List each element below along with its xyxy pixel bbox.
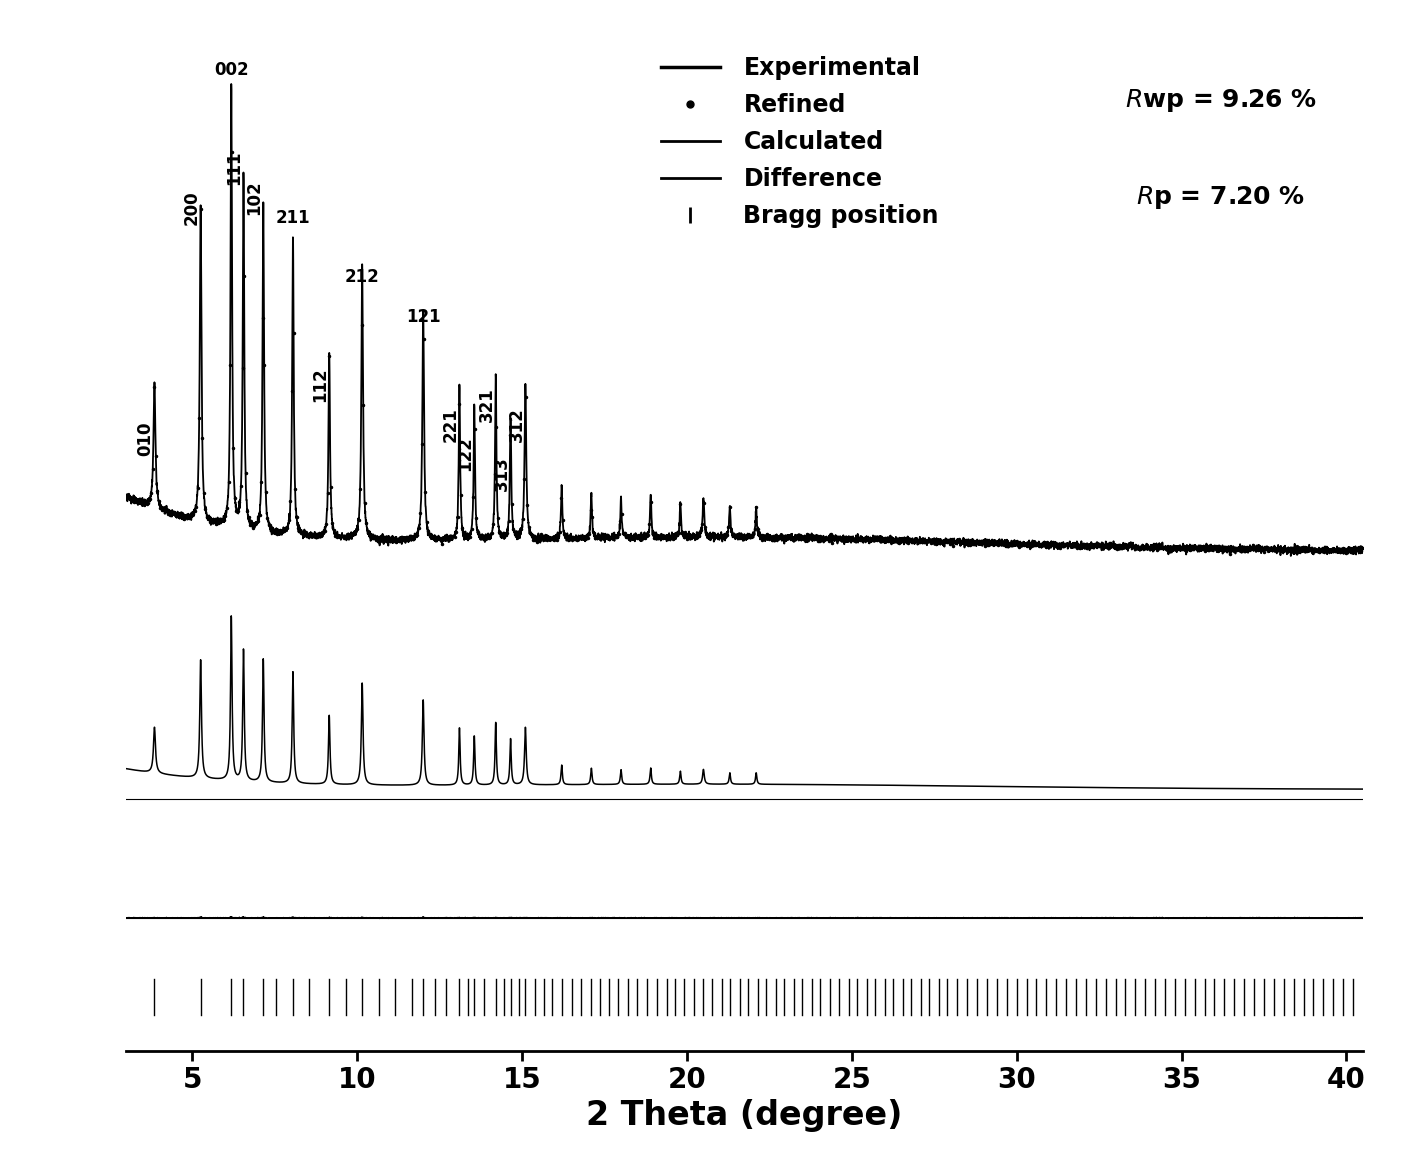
Text: 122: 122	[457, 437, 475, 471]
Text: $R$wp = 9.26 %: $R$wp = 9.26 %	[1124, 88, 1316, 114]
X-axis label: 2 Theta (degree): 2 Theta (degree)	[586, 1100, 903, 1132]
Text: $R$p = 7.20 %: $R$p = 7.20 %	[1137, 184, 1305, 210]
Text: 211: 211	[275, 209, 311, 228]
Text: 313: 313	[493, 456, 510, 491]
Text: 121: 121	[406, 307, 441, 326]
Text: 321: 321	[478, 387, 496, 422]
Text: 010: 010	[136, 422, 155, 456]
Text: 312: 312	[507, 407, 525, 442]
Text: 111: 111	[225, 150, 243, 185]
Text: 221: 221	[441, 407, 459, 442]
Text: 112: 112	[312, 367, 329, 402]
Text: 212: 212	[344, 268, 379, 286]
Text: 102: 102	[246, 180, 263, 215]
Legend: Experimental, Refined, Calculated, Difference, Bragg position: Experimental, Refined, Calculated, Diffe…	[652, 46, 948, 237]
Text: 200: 200	[183, 191, 201, 225]
Text: 002: 002	[214, 61, 249, 79]
